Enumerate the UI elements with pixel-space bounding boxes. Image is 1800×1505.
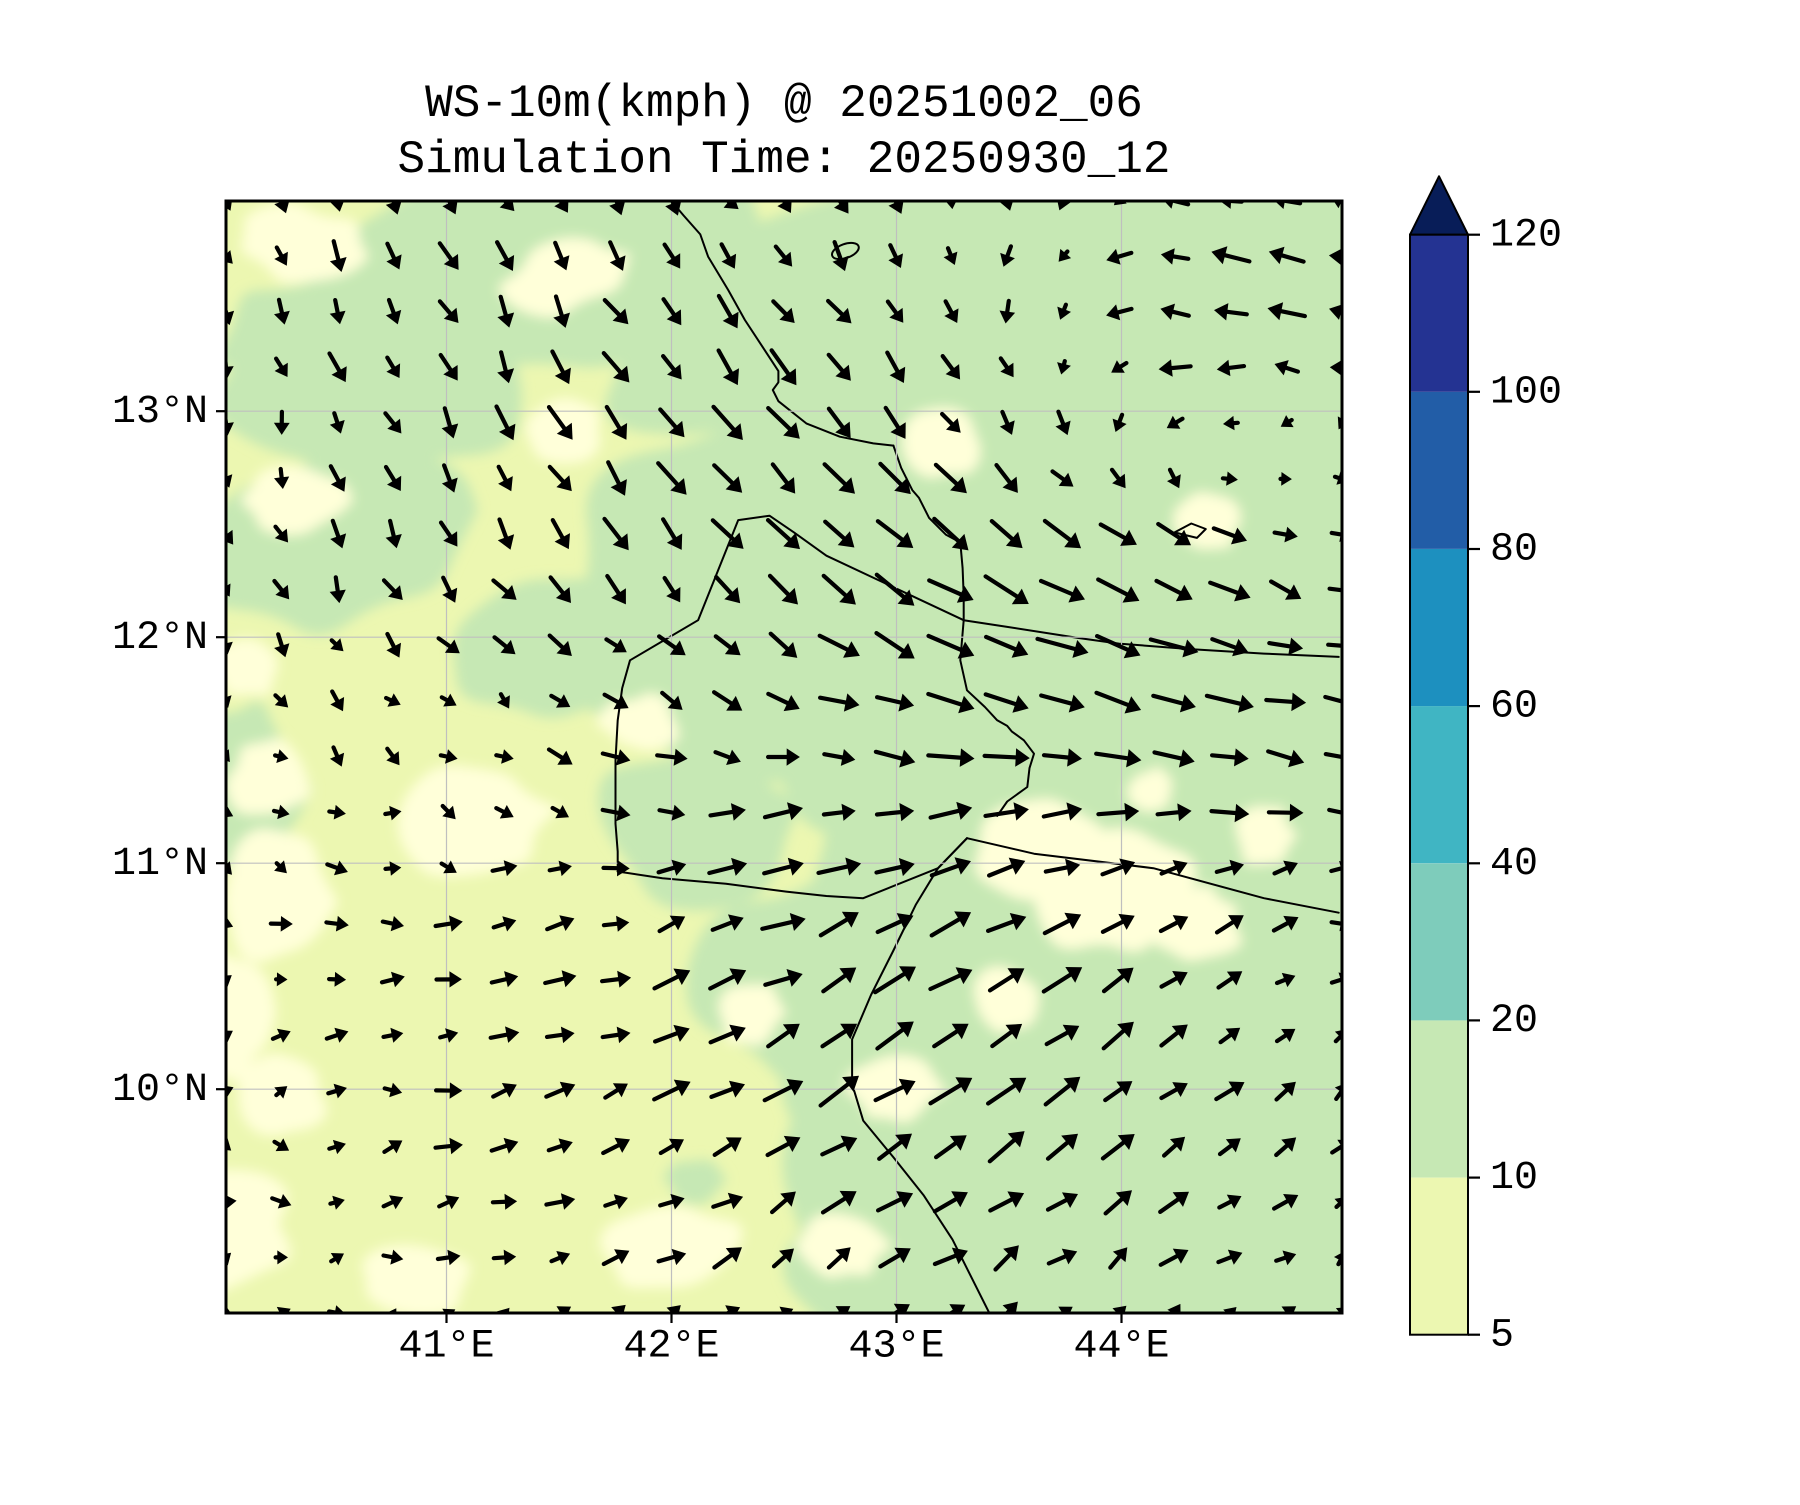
svg-text:60: 60 <box>1490 685 1538 730</box>
svg-text:40: 40 <box>1490 842 1538 887</box>
svg-text:11°N: 11°N <box>112 842 208 887</box>
svg-text:10: 10 <box>1490 1156 1538 1201</box>
svg-text:13°N: 13°N <box>112 390 208 435</box>
svg-text:43°E: 43°E <box>848 1325 944 1370</box>
svg-text:42°E: 42°E <box>623 1325 719 1370</box>
svg-text:120: 120 <box>1490 213 1562 258</box>
svg-text:12°N: 12°N <box>112 616 208 661</box>
svg-text:80: 80 <box>1490 528 1538 573</box>
svg-text:20: 20 <box>1490 999 1538 1044</box>
svg-text:5: 5 <box>1490 1313 1514 1358</box>
svg-text:44°E: 44°E <box>1073 1325 1169 1370</box>
svg-text:41°E: 41°E <box>398 1325 494 1370</box>
svg-text:10°N: 10°N <box>112 1068 208 1113</box>
svg-text:100: 100 <box>1490 370 1562 415</box>
